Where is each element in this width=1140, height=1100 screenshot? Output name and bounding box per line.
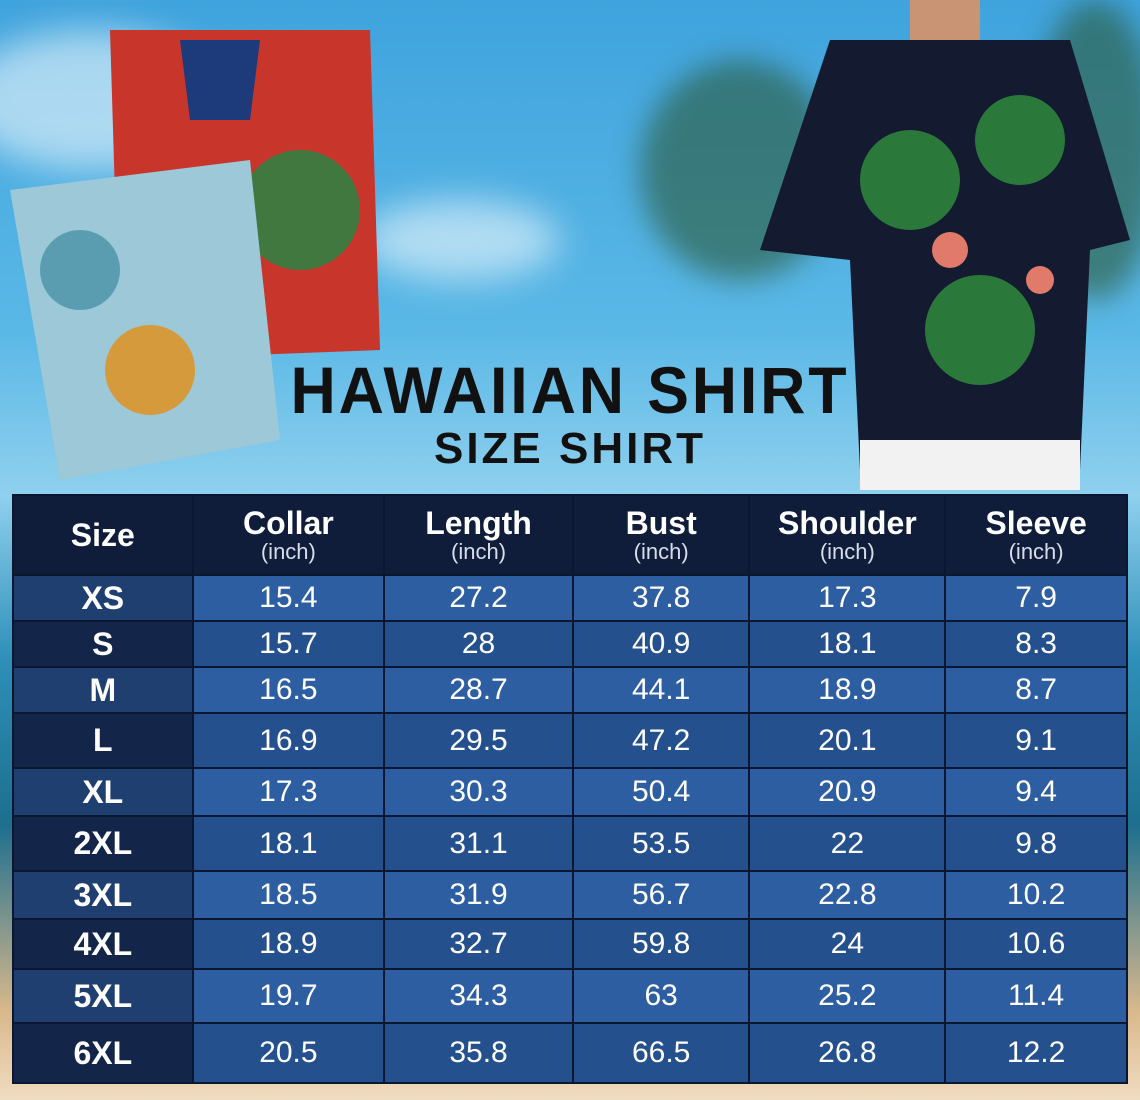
table-row: XS 15.4 27.2 37.8 17.3 7.9 bbox=[12, 574, 1128, 622]
size-cell: M bbox=[12, 666, 194, 714]
measurement-cell: 18.9 bbox=[191, 918, 386, 970]
table-row: 4XL 18.9 32.7 59.8 24 10.6 bbox=[12, 918, 1128, 970]
measurement-cell: 20.5 bbox=[191, 1022, 386, 1084]
measurement-cell: 17.3 bbox=[191, 767, 386, 817]
measurement-cell: 7.9 bbox=[944, 574, 1128, 622]
measurement-cell: 30.3 bbox=[383, 767, 574, 817]
table-row: S 15.7 28 40.9 18.1 8.3 bbox=[12, 620, 1128, 668]
column-header-unit: (inch) bbox=[260, 539, 316, 564]
table-row: 2XL 18.1 31.1 53.5 22 9.8 bbox=[12, 815, 1128, 872]
measurement-cell: 15.4 bbox=[191, 574, 386, 622]
measurement-cell: 34.3 bbox=[383, 968, 574, 1024]
measurement-cell: 16.5 bbox=[191, 666, 386, 714]
measurement-cell: 26.8 bbox=[748, 1022, 947, 1084]
measurement-cell: 19.7 bbox=[191, 968, 386, 1024]
measurement-cell: 9.8 bbox=[944, 815, 1128, 872]
measurement-cell: 22 bbox=[748, 815, 947, 872]
measurement-cell: 8.7 bbox=[944, 666, 1128, 714]
measurement-cell: 56.7 bbox=[571, 870, 751, 920]
size-cell: 5XL bbox=[12, 968, 194, 1024]
column-header-label: Sleeve bbox=[985, 505, 1087, 541]
measurement-cell: 17.3 bbox=[748, 574, 947, 622]
table-row: 6XL 20.5 35.8 66.5 26.8 12.2 bbox=[12, 1022, 1128, 1084]
measurement-cell: 16.9 bbox=[191, 712, 386, 769]
measurement-cell: 10.2 bbox=[944, 870, 1128, 920]
measurement-cell: 40.9 bbox=[571, 620, 751, 668]
measurement-cell: 28.7 bbox=[383, 666, 574, 714]
column-header-label: Length bbox=[425, 505, 532, 541]
column-header: Bust (inch) bbox=[571, 494, 751, 576]
size-table: Size Collar (inch) Length (inch) Bust (inch) Sh… bbox=[12, 494, 1128, 1084]
measurement-cell: 20.9 bbox=[748, 767, 947, 817]
measurement-cell: 18.9 bbox=[748, 666, 947, 714]
column-header: Collar (inch) bbox=[191, 494, 386, 576]
measurement-cell: 35.8 bbox=[383, 1022, 574, 1084]
measurement-cell: 59.8 bbox=[571, 918, 751, 970]
size-cell: 6XL bbox=[12, 1022, 194, 1084]
size-cell: 2XL bbox=[12, 815, 194, 872]
measurement-cell: 31.1 bbox=[383, 815, 574, 872]
measurement-cell: 37.8 bbox=[571, 574, 751, 622]
measurement-cell: 44.1 bbox=[571, 666, 751, 714]
size-cell: XS bbox=[12, 574, 194, 622]
folded-shirts-image bbox=[10, 30, 380, 480]
measurement-cell: 18.5 bbox=[191, 870, 386, 920]
column-header-label: Size bbox=[70, 517, 135, 553]
measurement-cell: 53.5 bbox=[571, 815, 751, 872]
measurement-cell: 25.2 bbox=[748, 968, 947, 1024]
column-header-label: Bust bbox=[625, 505, 697, 541]
column-header-unit: (inch) bbox=[819, 539, 875, 564]
cloud bbox=[360, 200, 560, 280]
size-cell: 3XL bbox=[12, 870, 194, 920]
column-header-unit: (inch) bbox=[1008, 539, 1064, 564]
measurement-cell: 50.4 bbox=[571, 767, 751, 817]
table-header-row: Size Collar (inch) Length (inch) Bust (inch) Sh… bbox=[12, 494, 1128, 576]
measurement-cell: 24 bbox=[748, 918, 947, 970]
column-header-label: Shoulder bbox=[778, 505, 917, 541]
measurement-cell: 18.1 bbox=[748, 620, 947, 668]
measurement-cell: 63 bbox=[571, 968, 751, 1024]
measurement-cell: 18.1 bbox=[191, 815, 386, 872]
measurement-cell: 11.4 bbox=[944, 968, 1128, 1024]
measurement-cell: 29.5 bbox=[383, 712, 574, 769]
column-header: Length (inch) bbox=[383, 494, 574, 576]
column-header-label: Collar bbox=[243, 505, 334, 541]
column-header: Shoulder (inch) bbox=[748, 494, 947, 576]
table-row: M 16.5 28.7 44.1 18.9 8.7 bbox=[12, 666, 1128, 714]
page-subtitle: SIZE SHIRT bbox=[433, 424, 707, 473]
column-header-unit: (inch) bbox=[633, 539, 689, 564]
measurement-cell: 66.5 bbox=[571, 1022, 751, 1084]
measurement-cell: 47.2 bbox=[571, 712, 751, 769]
column-header-unit: (inch) bbox=[451, 539, 507, 564]
measurement-cell: 20.1 bbox=[748, 712, 947, 769]
column-header: Sleeve (inch) bbox=[944, 494, 1128, 576]
size-cell: S bbox=[12, 620, 194, 668]
table-row: XL 17.3 30.3 50.4 20.9 9.4 bbox=[12, 767, 1128, 817]
column-header: Size bbox=[12, 494, 194, 576]
measurement-cell: 32.7 bbox=[383, 918, 574, 970]
table-row: L 16.9 29.5 47.2 20.1 9.1 bbox=[12, 712, 1128, 769]
table-row: 3XL 18.5 31.9 56.7 22.8 10.2 bbox=[12, 870, 1128, 920]
measurement-cell: 9.1 bbox=[944, 712, 1128, 769]
measurement-cell: 10.6 bbox=[944, 918, 1128, 970]
measurement-cell: 15.7 bbox=[191, 620, 386, 668]
table-row: 5XL 19.7 34.3 63 25.2 11.4 bbox=[12, 968, 1128, 1024]
measurement-cell: 27.2 bbox=[383, 574, 574, 622]
measurement-cell: 28 bbox=[383, 620, 574, 668]
measurement-cell: 8.3 bbox=[944, 620, 1128, 668]
measurement-cell: 12.2 bbox=[944, 1022, 1128, 1084]
measurement-cell: 9.4 bbox=[944, 767, 1128, 817]
measurement-cell: 22.8 bbox=[748, 870, 947, 920]
size-cell: 4XL bbox=[12, 918, 194, 970]
measurement-cell: 31.9 bbox=[383, 870, 574, 920]
size-cell: L bbox=[12, 712, 194, 769]
size-cell: XL bbox=[12, 767, 194, 817]
page-title: HAWAIIAN SHIRT bbox=[290, 353, 850, 427]
model-shirt-image bbox=[760, 0, 1130, 490]
